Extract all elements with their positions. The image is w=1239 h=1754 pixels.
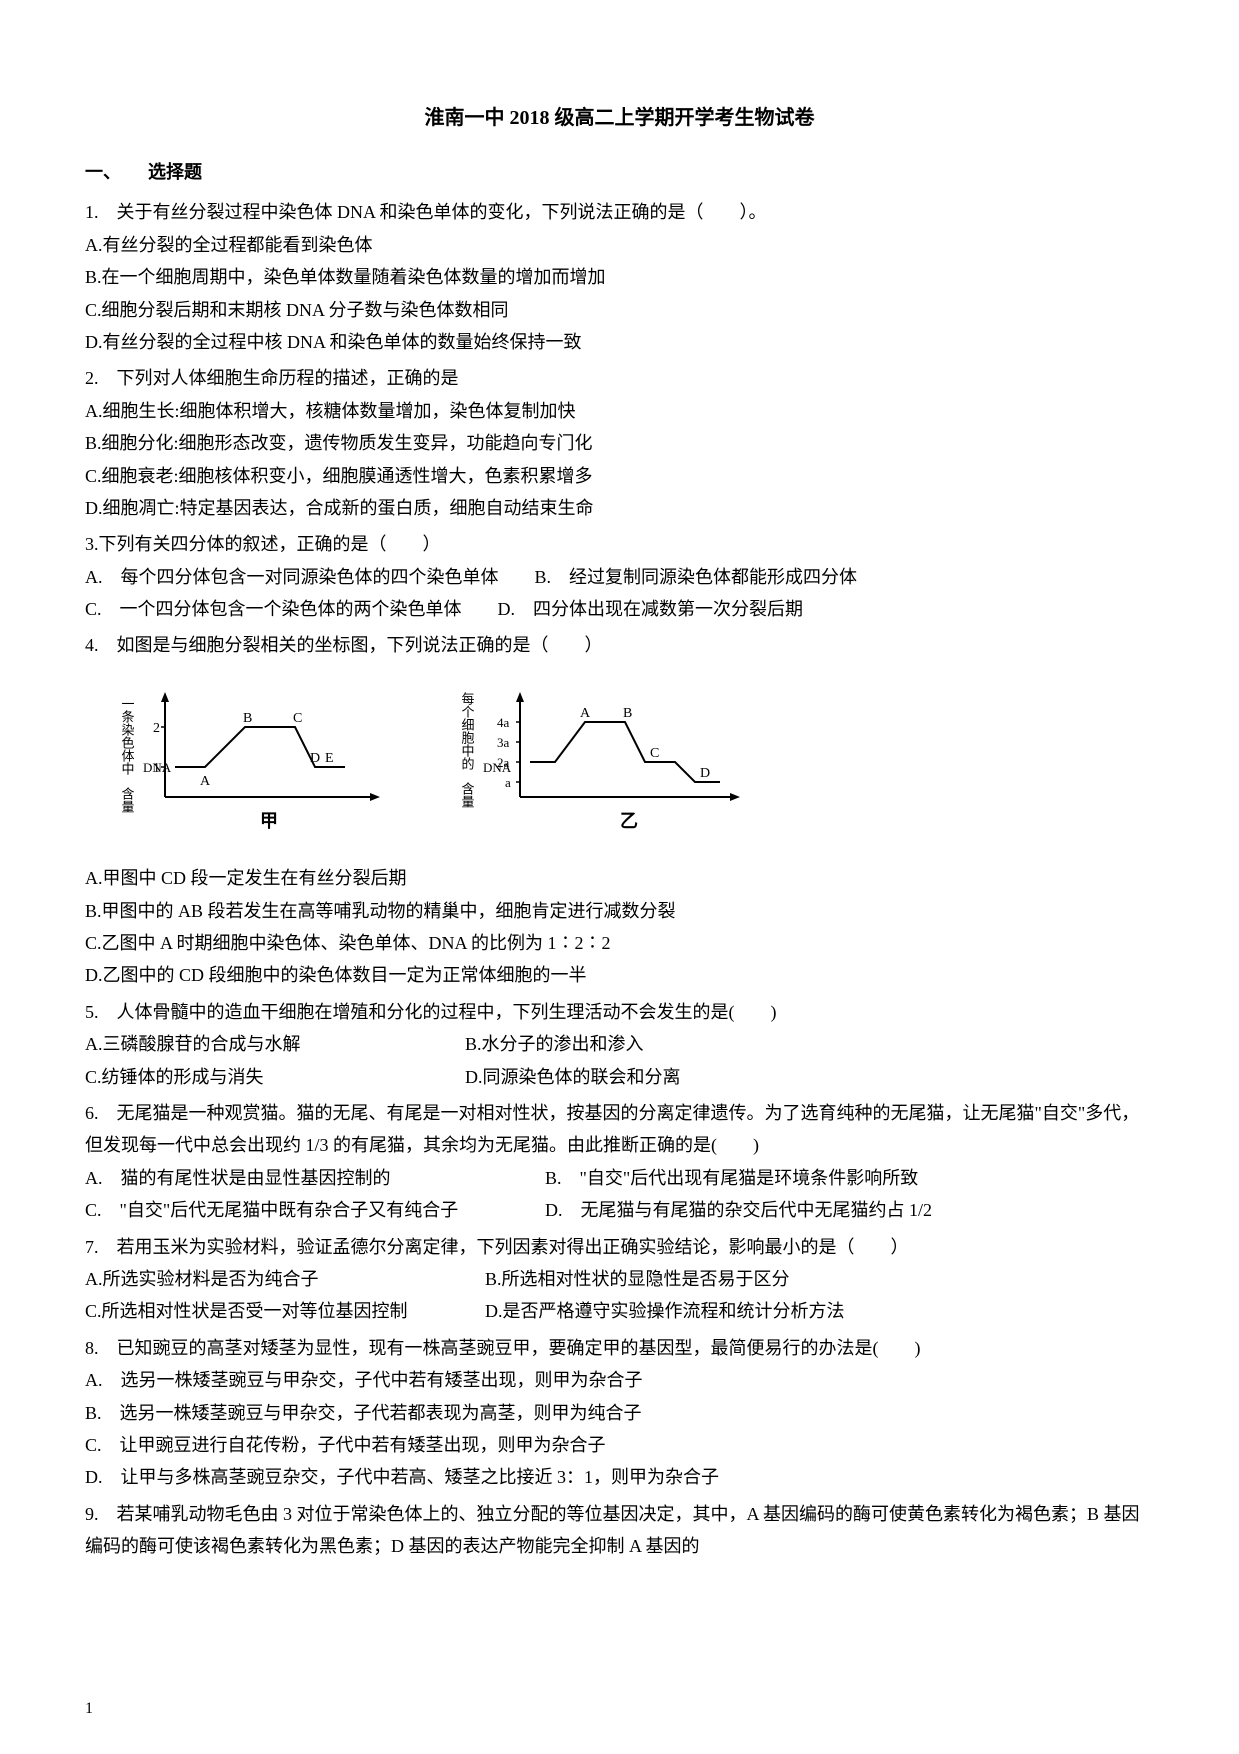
q1-option-b: B.在一个细胞周期中，染色单体数量随着染色体数量的增加而增加 [85,261,1154,293]
question-5: 5. 人体骨髓中的造血干细胞在增殖和分化的过程中，下列生理活动不会发生的是( )… [85,996,1154,1093]
question-1: 1. 关于有丝分裂过程中染色体 DNA 和染色单体的变化，下列说法正确的是（ ）… [85,196,1154,358]
svg-text:B: B [623,706,632,721]
svg-text:A: A [200,774,211,789]
svg-text:C: C [650,746,659,761]
q8-option-d: D. 让甲与多株高茎豌豆杂交，子代中若高、矮茎之比接近 3：1，则甲为杂合子 [85,1461,1154,1493]
q7-option-b: B.所选相对性状的显隐性是否易于区分 [485,1263,790,1295]
q1-stem: 1. 关于有丝分裂过程中染色体 DNA 和染色单体的变化，下列说法正确的是（ ）… [85,196,1154,228]
question-9: 9. 若某哺乳动物毛色由 3 对位于常染色体上的、独立分配的等位基因决定，其中，… [85,1498,1154,1563]
question-8: 8. 已知豌豆的高茎对矮茎为显性，现有一株高茎豌豆甲，要确定甲的基因型，最简便易… [85,1332,1154,1494]
q4-option-b: B.甲图中的 AB 段若发生在高等哺乳动物的精巢中，细胞肯定进行减数分裂 [85,895,1154,927]
question-3: 3.下列有关四分体的叙述，正确的是（ ） A. 每个四分体包含一对同源染色体的四… [85,528,1154,625]
svg-text:一条染色体中: 一条染色体中 [120,697,135,775]
q5-option-b: B.水分子的渗出和渗入 [465,1028,644,1060]
q6-stem: 6. 无尾猫是一种观赏猫。猫的无尾、有尾是一对相对性状，按基因的分离定律遗传。为… [85,1097,1154,1162]
q8-option-c: C. 让甲豌豆进行自花传粉，子代中若有矮茎出现，则甲为杂合子 [85,1429,1154,1461]
question-4-options: A.甲图中 CD 段一定发生在有丝分裂后期 B.甲图中的 AB 段若发生在高等哺… [85,862,1154,992]
figure-1: 一条染色体中 DNA 含量 1 2 A B C D E 甲 [115,677,395,847]
q4-option-d: D.乙图中的 CD 段细胞中的染色体数目一定为正常体细胞的一半 [85,959,1154,991]
q5-option-a: A.三磷酸腺苷的合成与水解 [85,1028,465,1060]
svg-text:1: 1 [153,761,160,776]
q2-option-b: B.细胞分化:细胞形态改变，遗传物质发生变异，功能趋向专门化 [85,427,1154,459]
q1-option-a: A.有丝分裂的全过程都能看到染色体 [85,229,1154,261]
q6-option-c: C. "自交"后代无尾猫中既有杂合子又有纯合子 [85,1194,545,1226]
svg-text:D: D [700,766,710,781]
svg-text:2: 2 [153,721,160,736]
svg-text:3a: 3a [497,735,510,750]
q7-option-a: A.所选实验材料是否为纯合子 [85,1263,485,1295]
q8-option-b: B. 选另一株矮茎豌豆与甲杂交，子代若都表现为高茎，则甲为纯合子 [85,1397,1154,1429]
section-header: 一、 选择题 [85,156,1154,188]
svg-text:A: A [580,706,591,721]
svg-text:B: B [243,711,252,726]
q7-stem: 7. 若用玉米为实验材料，验证孟德尔分离定律，下列因素对得出正确实验结论，影响最… [85,1231,1154,1263]
svg-text:2a: 2a [497,755,510,770]
svg-text:每个细胞中的: 每个细胞中的 [460,691,475,770]
svg-text:含量: 含量 [460,781,475,808]
q4-option-a: A.甲图中 CD 段一定发生在有丝分裂后期 [85,862,1154,894]
figure-2: 每个细胞中的 DNA 含量 a 2a 3a 4a A B C D 乙 [455,677,755,847]
page-number: 1 [85,1695,93,1724]
q6-option-d: D. 无尾猫与有尾猫的杂交后代中无尾猫约占 1/2 [545,1194,932,1226]
svg-text:4a: 4a [497,715,510,730]
svg-text:甲: 甲 [260,811,278,831]
svg-text:C: C [293,711,302,726]
svg-text:D: D [310,751,320,766]
q4-stem: 4. 如图是与细胞分裂相关的坐标图，下列说法正确的是（ ） [85,629,1154,661]
q7-option-c: C.所选相对性状是否受一对等位基因控制 [85,1295,485,1327]
q1-option-c: C.细胞分裂后期和末期核 DNA 分子数与染色体数相同 [85,294,1154,326]
q3-stem: 3.下列有关四分体的叙述，正确的是（ ） [85,528,1154,560]
q5-option-d: D.同源染色体的联会和分离 [465,1061,681,1093]
q1-option-d: D.有丝分裂的全过程中核 DNA 和染色单体的数量始终保持一致 [85,326,1154,358]
svg-text:含量: 含量 [120,786,135,813]
question-4: 4. 如图是与细胞分裂相关的坐标图，下列说法正确的是（ ） [85,629,1154,661]
q7-option-d: D.是否严格遵守实验操作流程和统计分析方法 [485,1295,845,1327]
question-6: 6. 无尾猫是一种观赏猫。猫的无尾、有尾是一对相对性状，按基因的分离定律遗传。为… [85,1097,1154,1227]
q2-stem: 2. 下列对人体细胞生命历程的描述，正确的是 [85,362,1154,394]
svg-text:乙: 乙 [620,811,638,831]
q3-option-ab: A. 每个四分体包含一对同源染色体的四个染色单体 B. 经过复制同源染色体都能形… [85,561,1154,593]
q6-option-b: B. "自交"后代出现有尾猫是环境条件影响所致 [545,1162,918,1194]
q2-option-a: A.细胞生长:细胞体积增大，核糖体数量增加，染色体复制加快 [85,395,1154,427]
q8-option-a: A. 选另一株矮茎豌豆与甲杂交，子代中若有矮茎出现，则甲为杂合子 [85,1364,1154,1396]
q9-stem: 9. 若某哺乳动物毛色由 3 对位于常染色体上的、独立分配的等位基因决定，其中，… [85,1498,1154,1563]
svg-text:E: E [325,751,334,766]
svg-text:a: a [505,775,511,790]
q8-stem: 8. 已知豌豆的高茎对矮茎为显性，现有一株高茎豌豆甲，要确定甲的基因型，最简便易… [85,1332,1154,1364]
q2-option-c: C.细胞衰老:细胞核体积变小，细胞膜通透性增大，色素积累增多 [85,460,1154,492]
q3-option-cd: C. 一个四分体包含一个染色体的两个染色单体 D. 四分体出现在减数第一次分裂后… [85,593,1154,625]
q5-option-c: C.纺锤体的形成与消失 [85,1061,465,1093]
question-7: 7. 若用玉米为实验材料，验证孟德尔分离定律，下列因素对得出正确实验结论，影响最… [85,1231,1154,1328]
question-2: 2. 下列对人体细胞生命历程的描述，正确的是 A.细胞生长:细胞体积增大，核糖体… [85,362,1154,524]
q6-option-a: A. 猫的有尾性状是由显性基因控制的 [85,1162,545,1194]
q2-option-d: D.细胞凋亡:特定基因表达，合成新的蛋白质，细胞自动结束生命 [85,492,1154,524]
exam-title: 淮南一中 2018 级高二上学期开学考生物试卷 [85,100,1154,136]
q5-stem: 5. 人体骨髓中的造血干细胞在增殖和分化的过程中，下列生理活动不会发生的是( ) [85,996,1154,1028]
q4-option-c: C.乙图中 A 时期细胞中染色体、染色单体、DNA 的比例为 1∶2∶2 [85,927,1154,959]
figure-row: 一条染色体中 DNA 含量 1 2 A B C D E 甲 [85,677,1154,847]
